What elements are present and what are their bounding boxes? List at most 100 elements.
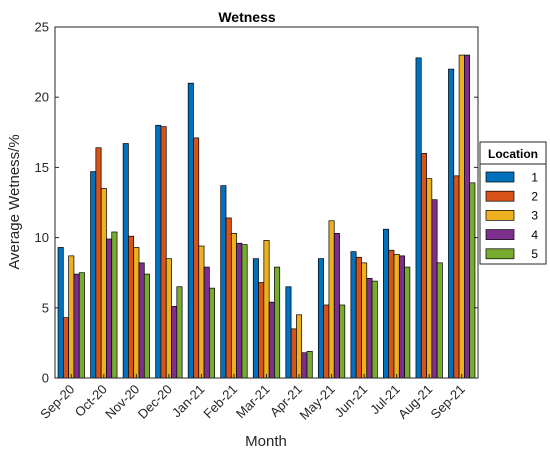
y-axis-title: Average Wetness/% <box>6 134 23 269</box>
bar-mar-21-location-5 <box>274 266 281 379</box>
bar-jan-21-location-1 <box>187 82 194 379</box>
y-tick-label: 15 <box>35 160 49 175</box>
bar-jan-21-location-3 <box>198 245 205 379</box>
y-tick-label: 20 <box>35 90 49 105</box>
bar-nov-20-location-1 <box>122 143 129 379</box>
legend-swatch-4 <box>485 229 515 240</box>
bar-dec-20-location-5 <box>176 286 183 379</box>
bar-jul-21-location-3 <box>393 254 400 379</box>
legend-swatch-1 <box>485 171 515 183</box>
bar-sep-20-location-5 <box>78 272 85 379</box>
x-tick-label: Sep-20 <box>37 382 77 422</box>
x-tick-label: Jan-21 <box>169 382 208 421</box>
bar-oct-20-location-2 <box>95 147 102 379</box>
bar-feb-21-location-2 <box>225 217 232 379</box>
y-tick-label: 10 <box>35 230 49 245</box>
bar-nov-20-location-4 <box>138 262 145 379</box>
bar-oct-20-location-4 <box>106 238 113 379</box>
bar-jan-21-location-5 <box>209 287 216 379</box>
x-axis: Sep-20Oct-20Nov-20Dec-20Jan-21Feb-21Mar-… <box>37 374 468 423</box>
bar-jul-21-location-4 <box>398 255 405 379</box>
bar-apr-21-location-4 <box>301 352 308 379</box>
bar-jul-21-location-5 <box>404 266 411 379</box>
x-tick-label: Nov-20 <box>102 382 142 422</box>
bar-oct-20-location-5 <box>111 231 118 379</box>
bar-feb-21-location-5 <box>241 244 248 379</box>
x-tick-label: Jun-21 <box>332 382 371 421</box>
legend-swatch-5 <box>485 248 515 260</box>
bar-sep-20-location-1 <box>57 247 64 379</box>
bar-aug-21-location-1 <box>415 57 422 379</box>
bar-nov-20-location-2 <box>128 235 135 379</box>
legend-swatch-2 <box>485 190 515 202</box>
x-axis-title: Month <box>245 433 287 450</box>
bar-jul-21-location-2 <box>388 249 395 379</box>
x-tick-label: May-21 <box>296 382 337 423</box>
bar-oct-20-location-3 <box>100 188 107 379</box>
bar-may-21-location-5 <box>339 304 346 379</box>
bar-aug-21-location-2 <box>420 153 427 379</box>
legend-label-1: 1 <box>531 170 538 184</box>
bar-sep-20-location-3 <box>68 255 75 379</box>
bar-apr-21-location-3 <box>296 314 303 379</box>
bar-sep-21-location-2 <box>453 175 460 379</box>
bar-dec-20-location-3 <box>165 258 172 379</box>
bar-sep-21-location-1 <box>448 68 455 379</box>
bar-aug-21-location-4 <box>431 199 438 379</box>
x-tick-label: Aug-21 <box>395 382 435 422</box>
bar-dec-20-location-1 <box>155 124 162 379</box>
bar-dec-20-location-4 <box>171 306 178 379</box>
x-tick-label: Dec-20 <box>135 382 175 422</box>
bar-sep-20-location-4 <box>73 273 80 379</box>
bar-may-21-location-3 <box>328 220 335 379</box>
bar-jun-21-location-4 <box>366 277 373 379</box>
legend-swatch-3 <box>485 210 515 221</box>
legend-box <box>479 141 547 265</box>
legend-label-5: 5 <box>531 247 538 261</box>
bar-jul-21-location-1 <box>383 228 390 379</box>
bar-jun-21-location-3 <box>361 262 368 379</box>
y-tick-label: 0 <box>42 371 49 386</box>
legend-label-3: 3 <box>531 209 538 223</box>
bar-mar-21-location-4 <box>268 301 275 379</box>
x-tick-label: Feb-21 <box>200 382 240 422</box>
bar-apr-21-location-2 <box>290 328 297 379</box>
bar-dec-20-location-2 <box>160 126 167 379</box>
bar-may-21-location-2 <box>323 304 330 379</box>
chart-title: Wetness <box>218 9 276 25</box>
x-tick-label: Mar-21 <box>233 382 273 422</box>
y-axis: 0 5 10 15 20 25 <box>35 20 478 386</box>
bar-sep-21-location-5 <box>469 182 476 379</box>
legend-title: Location <box>488 147 538 161</box>
legend: Location 1 2 3 4 5 <box>479 141 547 265</box>
bar-jun-21-location-2 <box>355 256 362 379</box>
bar-mar-21-location-2 <box>258 282 265 379</box>
x-tick-label: Sep-21 <box>428 382 468 422</box>
bar-jan-21-location-4 <box>203 266 210 379</box>
bar-aug-21-location-5 <box>436 262 443 379</box>
bar-oct-20-location-1 <box>90 171 97 379</box>
y-tick-label: 5 <box>42 300 49 315</box>
bar-nov-20-location-5 <box>143 273 150 379</box>
bar-sep-20-location-2 <box>62 317 69 379</box>
legend-label-4: 4 <box>531 228 538 242</box>
bar-aug-21-location-3 <box>426 178 433 379</box>
bar-mar-21-location-3 <box>263 240 270 379</box>
bar-nov-20-location-3 <box>133 247 140 379</box>
bar-may-21-location-4 <box>333 233 340 379</box>
bar-mar-21-location-1 <box>252 258 259 379</box>
bar-jan-21-location-2 <box>193 137 200 379</box>
bar-may-21-location-1 <box>317 258 324 379</box>
bars-group <box>57 54 476 379</box>
bar-feb-21-location-1 <box>220 185 227 379</box>
bar-feb-21-location-4 <box>236 242 243 379</box>
bar-apr-21-location-1 <box>285 286 292 379</box>
bar-sep-21-location-4 <box>464 54 471 379</box>
bar-feb-21-location-3 <box>230 233 237 379</box>
bar-jun-21-location-1 <box>350 251 357 379</box>
bar-apr-21-location-5 <box>306 350 313 379</box>
y-tick-label: 25 <box>35 20 49 35</box>
legend-label-2: 2 <box>531 190 538 204</box>
bar-jun-21-location-5 <box>371 280 378 379</box>
